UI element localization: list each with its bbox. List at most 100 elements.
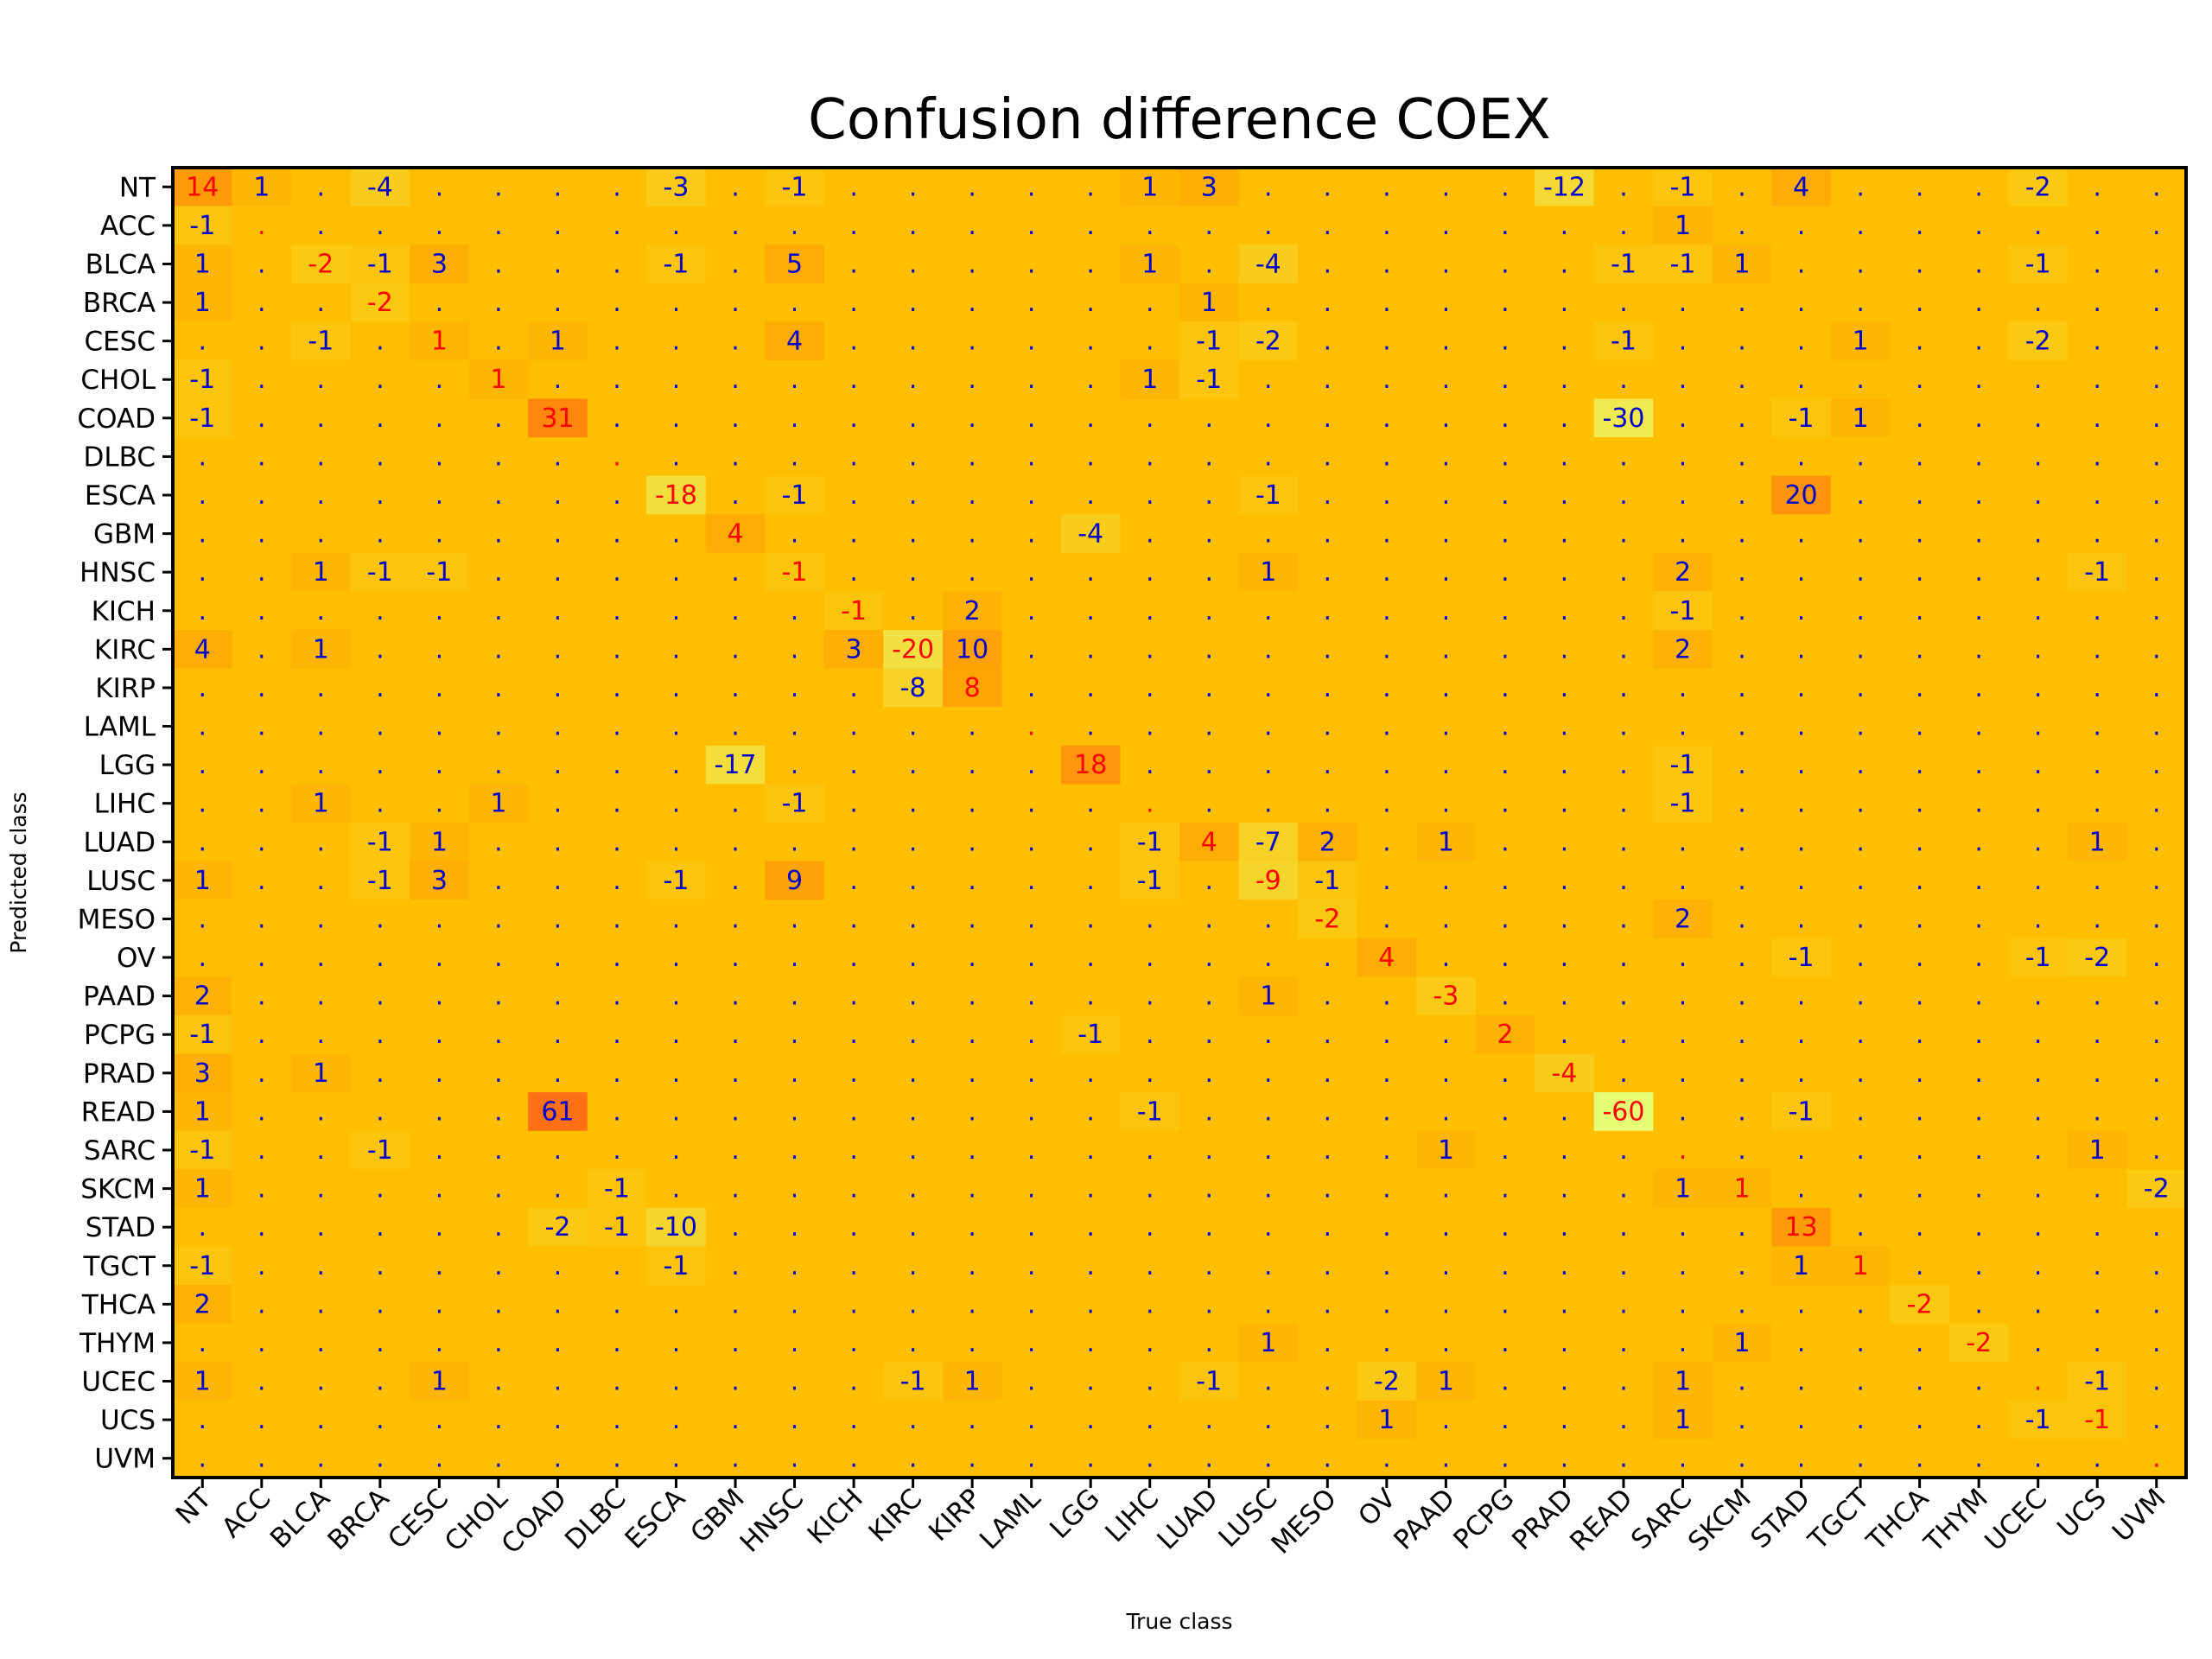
heatmap-cell: [528, 437, 588, 477]
cell-value-label: -4: [1255, 249, 1281, 279]
cell-value-label: .: [435, 750, 444, 780]
cell-value-label: .: [1974, 172, 1983, 202]
heatmap-cell: [587, 707, 647, 747]
cell-value-label: .: [1619, 1289, 1628, 1319]
heatmap-cell: [1653, 591, 1713, 631]
cell-value-label: .: [1382, 288, 1391, 318]
heatmap-cell: [291, 168, 352, 207]
cell-value-label: .: [1797, 634, 1806, 664]
heatmap-cell: [823, 398, 884, 438]
cell-value-label: .: [1264, 596, 1273, 626]
cell-value-label: .: [613, 211, 621, 241]
heatmap-cell: [1948, 321, 2010, 361]
cell-value-label: .: [1324, 982, 1332, 1012]
cell-value-label: .: [1324, 1289, 1332, 1319]
cell-value-label: .: [1619, 442, 1628, 472]
cell-value-label: .: [1027, 519, 1036, 550]
cell-value-label: .: [2152, 1058, 2161, 1089]
cell-value-label: .: [1382, 1135, 1391, 1166]
heatmap-cell: [883, 437, 944, 477]
cell-value-label: .: [1264, 442, 1273, 472]
heatmap-cell: [1179, 899, 1240, 939]
cell-value-label: 2: [1675, 904, 1691, 934]
y-axis-ticks: NTACCBLCABRCACESCCHOLCOADDLBCESCAGBMHNSC…: [77, 172, 173, 1475]
heatmap-cell: [1948, 283, 2010, 322]
heatmap-cell: [1416, 784, 1477, 823]
cell-value-label: .: [435, 442, 444, 472]
heatmap-cell: [1001, 321, 1062, 361]
cell-value-label: .: [1679, 1096, 1688, 1127]
cell-value-label: .: [494, 442, 503, 472]
cell-value-label: .: [1738, 1251, 1746, 1281]
x-tick-label: READ: [1564, 1483, 1638, 1557]
heatmap-cell: [1948, 398, 2010, 438]
heatmap-cell: [1357, 245, 1417, 284]
cell-value-label: .: [376, 982, 385, 1012]
cell-value-label: .: [1974, 249, 1983, 279]
cell-value-label: .: [257, 519, 266, 550]
cell-value-label: -1: [1314, 866, 1340, 896]
heatmap-cell: [1712, 514, 1772, 554]
heatmap-cell: [1179, 475, 1240, 515]
cell-value-label: .: [257, 557, 266, 588]
cell-value-label: .: [672, 519, 681, 550]
cell-value-label: .: [435, 596, 444, 626]
cell-value-label: .: [731, 982, 740, 1012]
cell-value-label: .: [791, 827, 799, 857]
cell-value-label: .: [554, 1328, 563, 1358]
cell-value-label: .: [1974, 519, 1983, 550]
heatmap-cell: [823, 359, 884, 400]
heatmap-cell: [942, 861, 1003, 900]
cell-value-label: .: [1974, 327, 1983, 357]
heatmap-cell: [2067, 514, 2128, 554]
cell-value-label: .: [968, 404, 976, 434]
heatmap-cell: [1060, 861, 1122, 900]
cell-value-label: .: [2152, 943, 2161, 973]
heatmap-cell: [232, 668, 292, 708]
heatmap-cell: [291, 398, 352, 438]
heatmap-cell: [173, 552, 233, 593]
cell-value-label: -1: [367, 557, 393, 588]
cell-value-label: -1: [664, 249, 690, 279]
heatmap-cell: [883, 359, 944, 400]
cell-value-label: .: [2093, 249, 2101, 279]
cell-value-label: .: [613, 750, 621, 780]
heatmap-cell: [1948, 899, 2010, 939]
cell-value-label: .: [317, 480, 326, 511]
heatmap-cell: [528, 861, 588, 900]
cell-value-label: .: [2034, 1058, 2043, 1089]
cell-value-label: .: [1442, 904, 1451, 934]
heatmap-cell: [1890, 591, 1950, 631]
heatmap-cell: [528, 359, 588, 400]
cell-value-label: .: [2034, 404, 2043, 434]
cell-value-label: .: [1501, 789, 1510, 819]
heatmap-cell: [291, 861, 352, 900]
y-tick-label: PAAD: [83, 982, 156, 1013]
cell-value-label: .: [1679, 327, 1688, 357]
cell-value-label: .: [1679, 365, 1688, 395]
heatmap-cell: [1475, 552, 1535, 593]
heatmap-cell: [1890, 861, 1950, 900]
heatmap-cell: [173, 591, 233, 631]
heatmap-cell: [942, 630, 1003, 670]
heatmap-cell: [1593, 475, 1654, 515]
cell-value-label: .: [1738, 673, 1746, 703]
cell-value-label: .: [1797, 1328, 1806, 1358]
cell-value-label: .: [1916, 1444, 1924, 1474]
heatmap-cell: [1179, 591, 1240, 631]
heatmap-cell: [1712, 668, 1772, 708]
heatmap-cell: [1948, 707, 2010, 747]
heatmap-cell: [765, 745, 825, 785]
cell-value-label: .: [909, 1096, 918, 1127]
heatmap-cell: [291, 475, 352, 515]
heatmap-cell: [1712, 168, 1772, 207]
cell-value-label: .: [1738, 750, 1746, 780]
heatmap-cell: [350, 861, 410, 900]
cell-value-label: .: [1974, 288, 1983, 318]
heatmap-cell: [1948, 514, 2010, 554]
heatmap-cell: [173, 168, 233, 207]
heatmap-cell: [1238, 398, 1299, 438]
cell-value-label: .: [1324, 789, 1332, 819]
cell-value-label: .: [1916, 904, 1924, 934]
cell-value-label: .: [613, 1020, 621, 1050]
